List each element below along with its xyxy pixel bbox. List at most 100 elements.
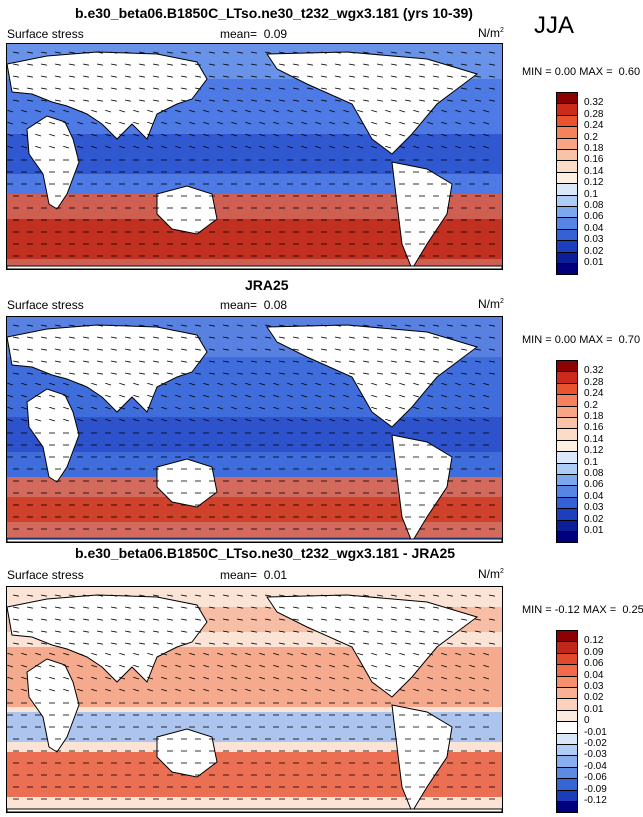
stress-vector — [301, 652, 308, 656]
stress-vector — [231, 133, 238, 137]
stress-vector — [278, 75, 285, 78]
stress-vector — [329, 382, 336, 386]
stress-vector — [399, 382, 406, 386]
colorbar-label: 0.2 — [584, 131, 598, 143]
stress-vector — [250, 606, 257, 609]
colorbar-label: 0.03 — [584, 681, 604, 692]
stress-vector — [320, 336, 327, 339]
stress-vector — [264, 642, 271, 645]
stress-vector — [320, 51, 327, 54]
stress-vector — [96, 324, 103, 327]
stress-vector — [208, 594, 215, 597]
stress-vector — [418, 99, 425, 102]
stress-vector — [175, 145, 182, 149]
stress-vector — [334, 51, 341, 54]
colorbar-label: 0.03 — [584, 502, 604, 514]
land-outline — [391, 434, 453, 542]
stress-vector — [418, 75, 425, 78]
stress-vector — [152, 75, 159, 78]
stress-vector — [231, 382, 238, 386]
stress-vector — [54, 99, 61, 102]
stress-vector — [488, 324, 495, 327]
stress-vector — [334, 594, 341, 597]
stress-vector — [432, 87, 439, 90]
stress-vector — [357, 406, 364, 410]
stress-vector — [413, 688, 420, 692]
panel1-map — [6, 43, 503, 270]
stress-vector — [7, 133, 14, 137]
stress-vector — [404, 618, 411, 621]
stress-vector — [82, 642, 89, 645]
stress-vector — [432, 360, 439, 363]
stress-vector — [292, 606, 299, 609]
stress-vector — [147, 394, 154, 398]
stress-vector — [446, 630, 453, 633]
stress-vector — [264, 618, 271, 621]
stress-vector — [320, 642, 327, 645]
stress-vector — [343, 676, 350, 680]
stress-vector — [432, 324, 439, 327]
stress-vector — [301, 676, 308, 680]
stress-vector — [278, 324, 285, 327]
stress-vector — [40, 630, 47, 633]
stress-vector — [446, 99, 453, 102]
stress-vector — [166, 630, 173, 633]
stress-vector — [180, 372, 187, 375]
stress-vector — [418, 336, 425, 339]
stress-vector — [54, 87, 61, 90]
stress-vector — [26, 348, 33, 351]
panel2-mean-value: 0.08 — [263, 298, 288, 312]
stress-vector — [348, 606, 355, 609]
stress-vector — [68, 372, 75, 375]
stress-vector — [427, 688, 434, 692]
stress-vector — [49, 121, 56, 125]
stress-vector — [245, 418, 252, 422]
stress-vector — [236, 99, 243, 102]
stress-vector — [418, 324, 425, 327]
stress-vector — [320, 348, 327, 351]
stress-vector — [68, 87, 75, 90]
stress-vector — [203, 394, 210, 398]
stress-vector — [194, 642, 201, 645]
colorbar-label: 0.04 — [584, 669, 604, 681]
stress-vector — [390, 63, 397, 66]
stress-vector — [357, 418, 364, 422]
stress-vector — [418, 618, 425, 621]
stress-vector — [133, 664, 140, 668]
stress-vector — [12, 372, 19, 375]
stress-vector — [35, 382, 42, 386]
stress-vector — [250, 618, 257, 621]
stress-vector — [124, 606, 131, 609]
stress-vector — [217, 382, 224, 386]
stress-vector — [180, 606, 187, 609]
stress-vector — [474, 336, 481, 339]
stress-vector — [152, 372, 159, 375]
stress-vector — [413, 418, 420, 422]
stress-vector — [329, 121, 336, 125]
stress-vector — [12, 630, 19, 633]
stress-vector — [418, 360, 425, 363]
land-outline — [7, 265, 502, 269]
stress-vector — [26, 63, 33, 66]
stress-vector — [12, 348, 19, 351]
stress-vector — [119, 676, 126, 680]
stress-vector — [189, 418, 196, 422]
stress-vector — [208, 324, 215, 327]
panel2-units: N/m2 — [478, 297, 504, 311]
stress-vector — [488, 348, 495, 351]
stress-vector — [264, 348, 271, 351]
stress-vector — [40, 324, 47, 327]
stress-vector — [357, 664, 364, 668]
stress-vector — [362, 606, 369, 609]
stress-vector — [180, 630, 187, 633]
stress-vector — [105, 133, 112, 137]
stress-vector — [446, 87, 453, 90]
stress-vector — [175, 418, 182, 422]
stress-vector — [306, 594, 313, 597]
stress-vector — [427, 121, 434, 125]
stress-band — [7, 134, 502, 174]
stress-vector — [320, 63, 327, 66]
stress-vector — [91, 382, 98, 386]
stress-vector — [7, 382, 14, 386]
panel2-mean: mean= 0.08 — [220, 298, 287, 312]
